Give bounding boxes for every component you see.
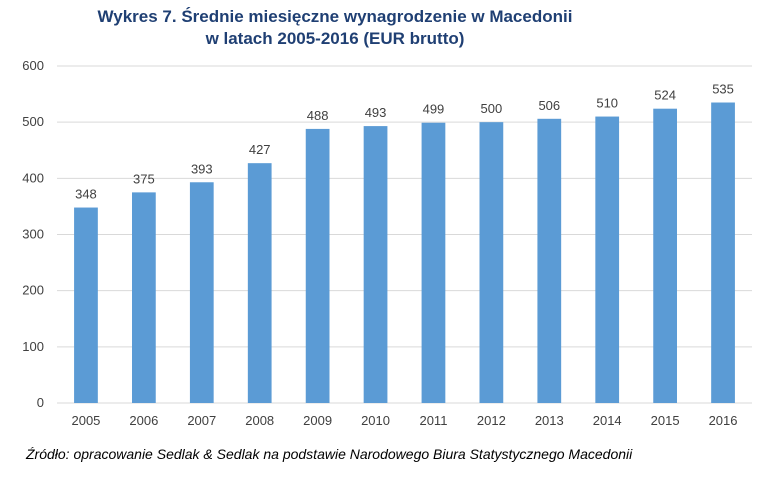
y-tick-label-0: 0 [37,395,44,410]
bar-2011 [421,122,446,403]
y-axis: 0 100 200 300 400 500 600 [22,58,44,410]
bar-2008 [247,163,272,403]
bar-2009 [305,128,330,403]
data-label-2014: 510 [596,96,618,111]
x-tick-label-2016: 2016 [709,413,738,428]
data-labels: 348 375 393 427 488 493 499 500 506 510 524 535 [75,82,734,202]
y-tick-label-600: 600 [22,58,44,73]
y-tick-label-200: 200 [22,283,44,298]
data-label-2010: 493 [365,105,387,120]
x-tick-label-2014: 2014 [593,413,622,428]
bar-2014 [595,116,620,404]
bar-2016 [711,102,735,403]
data-label-2005: 348 [75,187,97,202]
data-label-2009: 488 [307,108,329,123]
x-tick-label-2010: 2010 [361,413,390,428]
y-tick-label-400: 400 [22,170,44,185]
bar-2006 [132,192,156,403]
x-tick-label-2013: 2013 [535,413,564,428]
x-tick-label-2015: 2015 [651,413,680,428]
data-label-2016: 535 [712,82,734,97]
data-label-2013: 506 [538,98,560,113]
source-note: Źródło: opracowanie Sedlak & Sedlak na p… [26,446,633,462]
x-tick-label-2012: 2012 [477,413,506,428]
bar-chart: 0 100 200 300 400 500 600 348 375 393 427 488 493 49… [22,58,752,428]
y-tick-label-500: 500 [22,114,44,129]
x-axis: 2005 2006 2007 2008 2009 2010 2011 2012 2013 2014… [71,413,737,428]
bar-2012 [479,122,504,404]
x-tick-label-2006: 2006 [129,413,158,428]
data-label-2012: 500 [481,101,503,116]
data-label-2007: 393 [191,161,213,176]
x-tick-label-2011: 2011 [419,413,447,428]
x-tick-label-2009: 2009 [303,413,332,428]
bar-2013 [537,118,562,404]
data-label-2011: 499 [423,102,445,117]
x-tick-label-2005: 2005 [71,413,100,428]
bar-2015 [653,108,677,403]
chart-title-line2: w latach 2005-2016 (EUR brutto) [205,29,465,48]
bars [74,102,735,404]
bar-2010 [363,126,388,404]
data-label-2015: 524 [654,88,676,103]
data-label-2006: 375 [133,171,155,186]
data-label-2008: 427 [249,142,271,157]
chart-title: Wykres 7. Średnie miesięczne wynagrodzen… [0,6,670,50]
bar-2007 [189,182,214,403]
bar-2005 [74,207,98,403]
y-tick-label-100: 100 [22,339,44,354]
x-tick-label-2008: 2008 [245,413,274,428]
chart-title-line1: Wykres 7. Średnie miesięczne wynagrodzen… [97,7,573,26]
x-tick-label-2007: 2007 [187,413,216,428]
y-tick-label-300: 300 [22,227,44,242]
gridlines [57,65,752,404]
